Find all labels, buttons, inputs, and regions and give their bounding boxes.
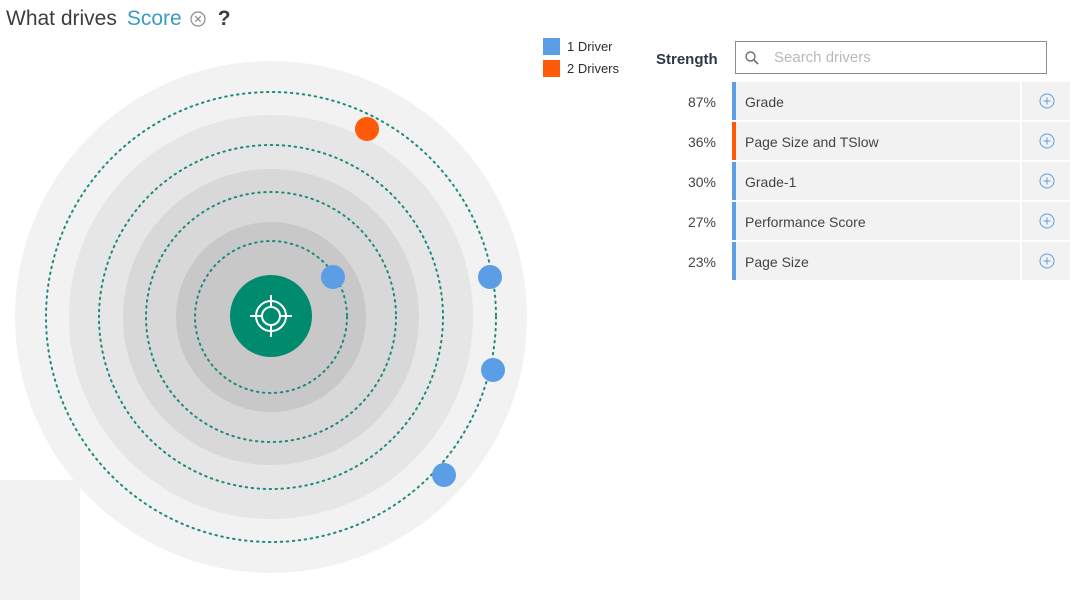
driver-row-page-size: 23% Page Size — [660, 242, 1070, 280]
add-circle-icon — [1039, 173, 1055, 189]
driver-name: Performance Score — [745, 214, 866, 230]
driver-row-performance-score: 27% Performance Score — [660, 202, 1070, 240]
title-lead: What drives — [6, 7, 117, 30]
add-circle-icon — [1039, 213, 1055, 229]
driver-name: Grade-1 — [745, 174, 797, 190]
title-question-mark: ? — [217, 7, 231, 30]
orbit-path-outer — [45, 91, 497, 543]
driver-type-bar — [732, 202, 736, 240]
add-circle-icon — [1039, 93, 1055, 109]
add-driver-button[interactable] — [1022, 202, 1070, 240]
close-circle-icon[interactable] — [190, 11, 206, 27]
search-icon — [745, 51, 759, 65]
target-crosshair-icon — [250, 295, 292, 337]
driver-item[interactable]: Grade — [732, 82, 1020, 120]
legend-item-2-drivers: 2 Drivers — [543, 57, 619, 79]
add-circle-icon — [1039, 253, 1055, 269]
legend-label: 2 Drivers — [567, 60, 620, 76]
driver-row-page-size-and-tslow: 36% Page Size and TSlow — [660, 122, 1070, 160]
driver-strength: 36% — [687, 134, 716, 150]
search-input[interactable] — [774, 42, 1034, 73]
driver-type-bar — [732, 242, 736, 280]
driver-item[interactable]: Page Size — [732, 242, 1020, 280]
search-box[interactable] — [735, 41, 1047, 74]
legend: 1 Driver 2 Drivers — [543, 35, 619, 79]
driver-type-bar — [732, 122, 736, 160]
add-driver-button[interactable] — [1022, 122, 1070, 160]
driver-type-bar — [732, 162, 736, 200]
driver-name: Page Size and TSlow — [745, 134, 879, 150]
driver-name: Page Size — [745, 254, 809, 270]
legend-swatch — [543, 37, 560, 55]
driver-name: Grade — [745, 94, 784, 110]
target-field-label[interactable]: Score — [126, 7, 182, 30]
legend-label: 1 Driver — [567, 38, 613, 54]
driver-strength: 30% — [687, 174, 716, 190]
strength-header: Strength — [656, 51, 718, 68]
driver-strength: 23% — [687, 254, 716, 270]
add-circle-icon — [1039, 133, 1055, 149]
driver-strength: 87% — [687, 94, 716, 110]
driver-node[interactable] — [321, 265, 345, 289]
driver-type-bar — [732, 82, 736, 120]
target-center — [230, 275, 312, 357]
driver-row-grade: 87% Grade — [660, 82, 1070, 120]
orbit-path-middle — [98, 144, 444, 490]
add-driver-button[interactable] — [1022, 162, 1070, 200]
orbit-path-inner — [145, 191, 397, 443]
orbit-outer-gap — [0, 480, 80, 600]
driver-strength: 27% — [687, 214, 716, 230]
driver-node[interactable] — [478, 265, 502, 289]
add-driver-button[interactable] — [1022, 242, 1070, 280]
driver-node[interactable] — [355, 117, 379, 141]
legend-item-1-driver: 1 Driver — [543, 35, 619, 57]
driver-row-grade-1: 30% Grade-1 — [660, 162, 1070, 200]
orbit-path-core — [194, 240, 348, 394]
driver-item[interactable]: Grade-1 — [732, 162, 1020, 200]
driver-node[interactable] — [432, 463, 456, 487]
page-title: What drives Score ? — [6, 4, 231, 34]
driver-item[interactable]: Performance Score — [732, 202, 1020, 240]
driver-list: 87% Grade 36% Page Size and TSlow 30% — [660, 82, 1070, 282]
add-driver-button[interactable] — [1022, 82, 1070, 120]
legend-swatch — [543, 59, 560, 77]
driver-item[interactable]: Page Size and TSlow — [732, 122, 1020, 160]
driver-orbit-visualization — [0, 40, 540, 600]
driver-node[interactable] — [481, 358, 505, 382]
